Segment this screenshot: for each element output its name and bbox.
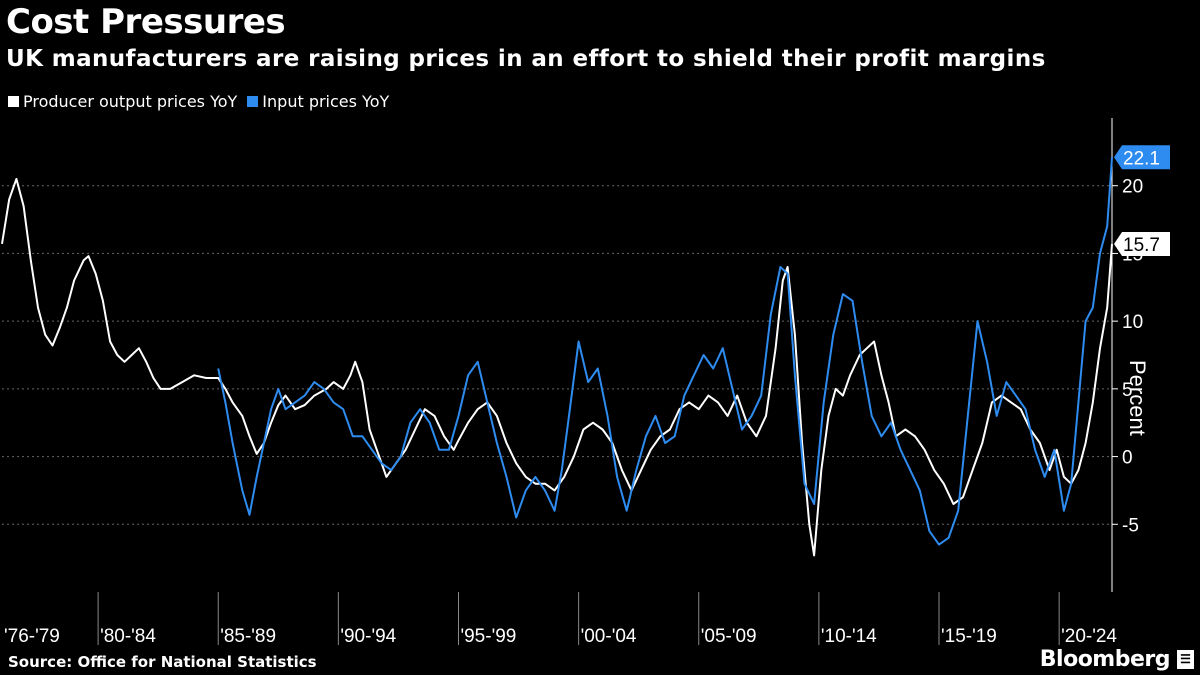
end-label-input: 22.1 xyxy=(1123,148,1160,169)
legend-item-output: Producer output prices YoY xyxy=(8,92,237,111)
x-tick-label: '90-'94 xyxy=(340,626,396,647)
bloomberg-icon: ☰ xyxy=(1177,650,1194,669)
legend-swatch-input xyxy=(247,96,259,107)
end-label-box-input xyxy=(1114,145,1170,170)
x-tick-label: '20-'24 xyxy=(1061,626,1117,647)
chart-subtitle: UK manufacturers are raising prices in a… xyxy=(6,46,1046,72)
y-tick-label: 10 xyxy=(1122,312,1143,333)
y-tick-label: 5 xyxy=(1122,380,1133,401)
x-tick-label: '15-'19 xyxy=(941,626,997,647)
y-tick-label: -5 xyxy=(1122,515,1139,536)
legend-label-input: Input prices YoY xyxy=(262,92,390,111)
y-axis-label: Percent xyxy=(1125,360,1150,436)
legend-label-output: Producer output prices YoY xyxy=(23,92,238,111)
x-tick-label: '76-'79 xyxy=(4,626,60,647)
end-label-box-output xyxy=(1114,231,1170,256)
bloomberg-logo: Bloomberg xyxy=(1039,647,1171,672)
y-tick-label: 0 xyxy=(1122,448,1133,469)
series-line-input xyxy=(217,157,1113,546)
x-tick-label: '95-'99 xyxy=(460,626,516,647)
x-tick-label: '80-'84 xyxy=(100,626,156,647)
legend-swatch-output xyxy=(8,96,19,107)
y-tick-label: 20 xyxy=(1122,177,1143,198)
series-line-output xyxy=(1,177,1113,557)
x-tick-label: '05-'09 xyxy=(701,626,757,647)
legend: Producer output prices YoY Input prices … xyxy=(8,92,389,111)
x-tick-label: '85-'89 xyxy=(220,626,276,647)
chart-title: Cost Pressures xyxy=(6,2,286,42)
source-note: Source: Office for National Statistics xyxy=(8,653,317,671)
x-tick-label: '00-'04 xyxy=(581,626,637,647)
x-tick-label: '10-'14 xyxy=(821,626,877,647)
end-label-output: 15.7 xyxy=(1123,235,1160,256)
legend-item-input: Input prices YoY xyxy=(247,92,389,111)
